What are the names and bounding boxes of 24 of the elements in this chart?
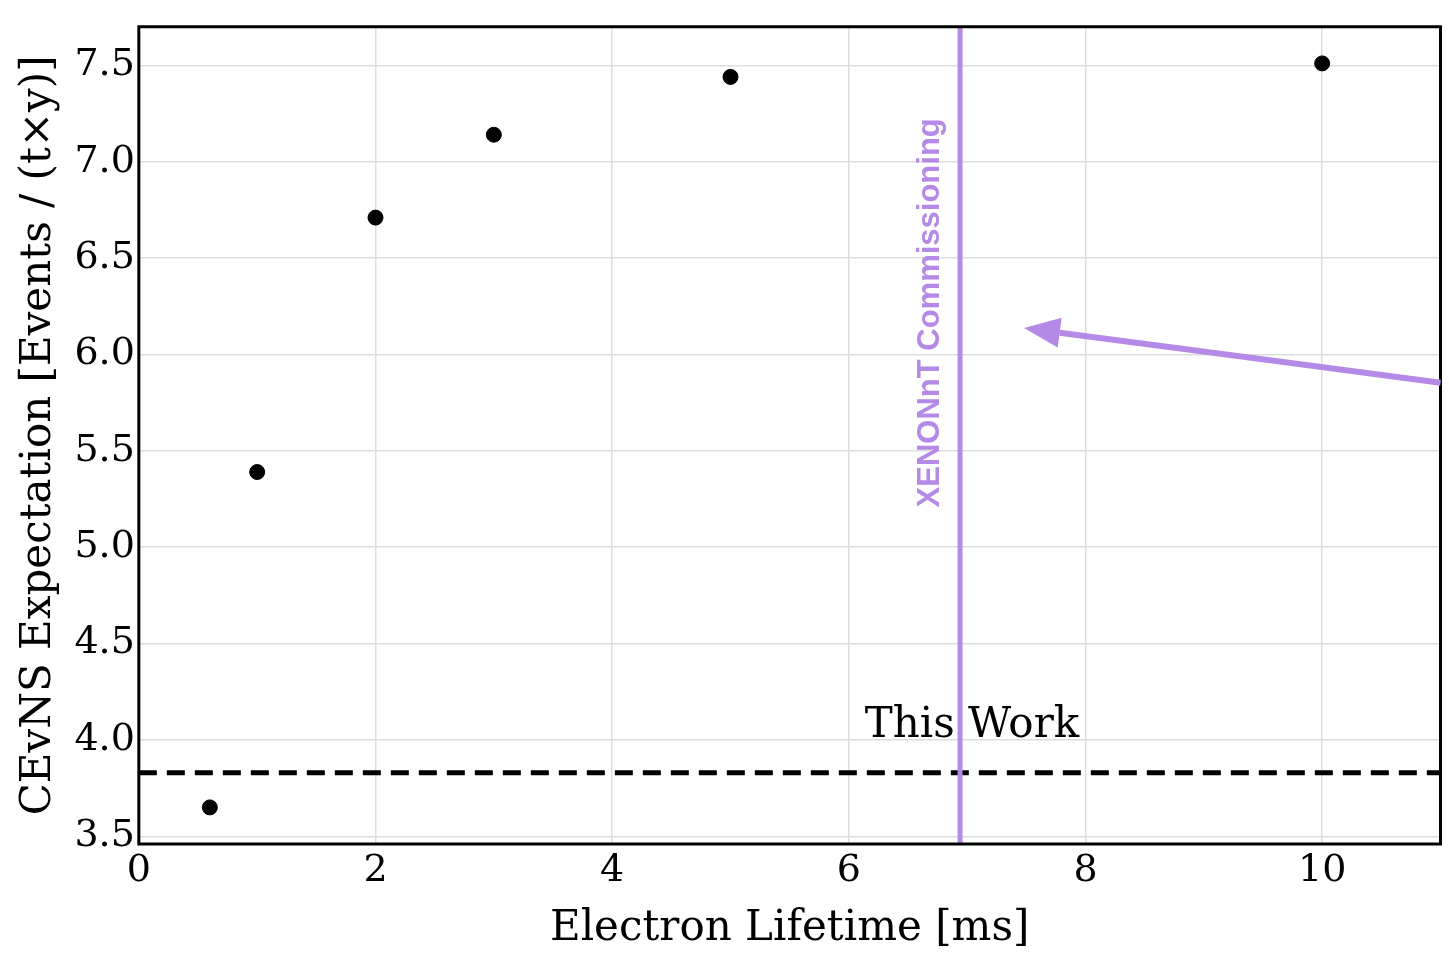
y-tick-label: 6.0 [74,329,135,374]
y-tick-label: 7.5 [74,40,135,85]
y-tick-label: 7.0 [74,136,135,181]
point [201,799,218,816]
y-tick-label: 5.0 [74,522,135,567]
x-tick-label: 2 [363,845,388,890]
y-axis-title: CEvNS Expectation [Events / (t×y)] [11,55,61,816]
x-tick-label: 6 [836,845,861,890]
ref-line-label: This Work [864,697,1080,747]
point [485,126,502,143]
y-tick-label: 4.5 [74,618,135,663]
y-tick-label: 6.5 [74,232,135,277]
y-tick-label: 4.0 [74,714,135,759]
x-tick-label: 4 [600,845,625,890]
point [249,464,266,481]
y-tick-label: 5.5 [74,425,135,470]
point [367,209,384,226]
x-tick-label: 10 [1297,845,1347,890]
x-tick-label: 0 [126,845,151,890]
point [1314,55,1331,72]
point [722,68,739,85]
x-axis-title: Electron Lifetime [ms] [549,900,1030,950]
ref-line-label: XENONnT Commissioning [910,118,946,508]
x-tick-label: 8 [1073,845,1098,890]
